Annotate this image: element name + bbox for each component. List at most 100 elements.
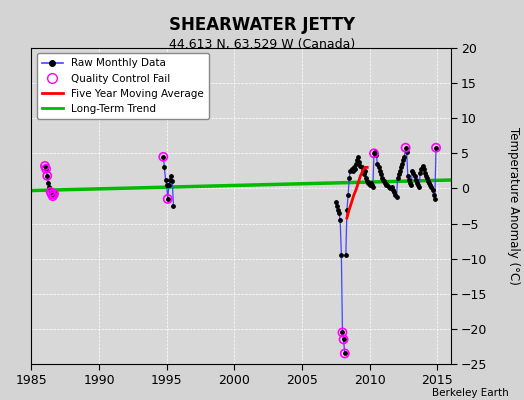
Point — [374, 164, 383, 170]
Point — [49, 193, 57, 199]
Point — [431, 196, 439, 202]
Point — [412, 180, 421, 186]
Point — [42, 166, 50, 172]
Point — [386, 185, 394, 192]
Point — [343, 206, 351, 213]
Point — [400, 154, 409, 160]
Point — [339, 329, 347, 336]
Point — [395, 171, 403, 178]
Point — [337, 252, 345, 258]
Point — [378, 175, 386, 181]
Point — [426, 182, 434, 188]
Point — [351, 166, 359, 172]
Point — [163, 196, 172, 202]
Point — [398, 161, 407, 167]
Point — [403, 173, 412, 179]
Point — [168, 178, 177, 185]
Point — [42, 166, 50, 172]
Point — [50, 191, 58, 197]
Point — [394, 175, 402, 181]
Point — [50, 191, 58, 197]
Point — [332, 199, 340, 206]
Point — [402, 149, 411, 155]
Point — [391, 192, 400, 199]
Point — [382, 182, 390, 188]
Point — [333, 203, 341, 209]
Point — [47, 189, 55, 195]
Point — [420, 170, 429, 176]
Point — [161, 177, 170, 183]
Point — [341, 350, 349, 357]
Point — [364, 180, 373, 186]
Point — [392, 194, 401, 200]
Point — [407, 182, 416, 188]
Point — [44, 180, 52, 186]
Point — [356, 163, 365, 169]
Point — [41, 163, 49, 169]
Point — [346, 168, 355, 174]
Point — [344, 192, 352, 199]
Point — [159, 154, 168, 160]
Point — [432, 144, 440, 151]
Point — [167, 173, 176, 179]
Point — [362, 175, 370, 181]
Point — [357, 164, 366, 170]
Point — [369, 184, 377, 190]
Point — [397, 164, 405, 170]
Point — [390, 189, 398, 195]
Point — [169, 203, 178, 209]
Point — [361, 168, 369, 174]
Point — [348, 168, 357, 174]
Point — [347, 166, 356, 172]
Text: Berkeley Earth: Berkeley Earth — [432, 388, 508, 398]
Point — [366, 180, 375, 186]
Point — [423, 175, 431, 181]
Point — [427, 184, 435, 190]
Point — [417, 166, 425, 172]
Point — [368, 182, 376, 188]
Point — [414, 182, 422, 188]
Point — [380, 178, 388, 185]
Point — [406, 180, 414, 186]
Point — [410, 173, 419, 179]
Point — [372, 152, 380, 158]
Point — [373, 161, 381, 167]
Point — [383, 182, 391, 188]
Point — [43, 173, 51, 179]
Point — [334, 206, 342, 213]
Point — [415, 184, 423, 190]
Point — [381, 180, 389, 186]
Point — [371, 149, 379, 155]
Point — [377, 171, 385, 178]
Point — [340, 336, 348, 343]
Point — [350, 164, 358, 170]
Point — [405, 177, 413, 183]
Point — [399, 157, 408, 164]
Point — [418, 163, 427, 169]
Point — [336, 217, 344, 223]
Point — [43, 173, 51, 179]
Point — [363, 178, 372, 185]
Point — [401, 144, 410, 151]
Point — [359, 171, 368, 178]
Point — [358, 168, 367, 174]
Point — [355, 158, 364, 165]
Point — [354, 154, 363, 160]
Point — [389, 187, 397, 193]
Point — [425, 180, 433, 186]
Point — [335, 210, 343, 216]
Point — [163, 196, 172, 202]
Point — [353, 157, 361, 164]
Point — [49, 193, 57, 199]
Point — [48, 191, 56, 197]
Point — [370, 150, 378, 156]
Point — [385, 184, 393, 190]
Point — [341, 350, 349, 357]
Point — [419, 166, 428, 172]
Text: 44.613 N, 63.529 W (Canada): 44.613 N, 63.529 W (Canada) — [169, 38, 355, 51]
Point — [165, 182, 173, 188]
Point — [41, 163, 49, 169]
Y-axis label: Temperature Anomaly (°C): Temperature Anomaly (°C) — [507, 127, 520, 285]
Point — [379, 177, 387, 183]
Point — [162, 182, 171, 188]
